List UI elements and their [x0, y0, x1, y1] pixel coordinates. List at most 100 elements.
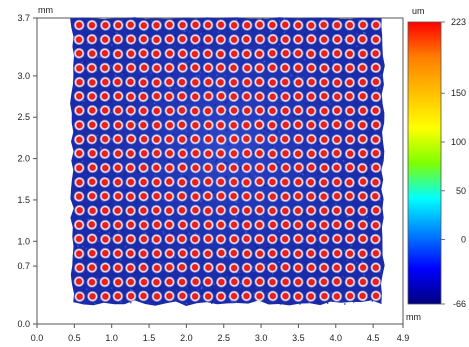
bump-core: [115, 79, 120, 85]
surface-noise: [226, 276, 228, 278]
surface-noise: [367, 117, 369, 119]
surface-noise: [360, 74, 363, 76]
bump-core: [128, 22, 133, 27]
surface-noise: [317, 258, 319, 260]
bump-core: [77, 165, 82, 171]
bump-core: [103, 80, 108, 85]
bump-core: [244, 236, 249, 241]
bump-core: [205, 165, 210, 170]
bump-core: [115, 236, 120, 241]
surface-noise: [237, 143, 239, 145]
bump-core: [90, 179, 95, 184]
bump-core: [295, 208, 301, 213]
bump-core: [308, 51, 314, 57]
bump-core: [270, 151, 275, 156]
surface-noise: [126, 104, 128, 106]
surface-noise: [137, 226, 140, 229]
surface-noise: [116, 132, 118, 134]
surface-noise: [228, 143, 230, 145]
bump-core: [270, 251, 275, 256]
surface-noise: [290, 97, 293, 99]
surface-noise: [103, 18, 106, 21]
surface-noise: [266, 93, 268, 95]
surface-noise: [184, 175, 186, 177]
bump-core: [141, 80, 146, 85]
bump-core: [309, 65, 314, 71]
bump-core: [128, 108, 133, 113]
bump-core: [373, 108, 378, 113]
surface-noise: [279, 34, 281, 36]
bump-core: [347, 23, 352, 28]
bump-core: [219, 165, 224, 170]
bump-core: [257, 222, 262, 227]
surface-noise: [278, 230, 280, 232]
bump-core: [296, 108, 301, 113]
surface-noise: [315, 188, 318, 190]
bump-core: [373, 22, 379, 28]
surface-noise: [83, 303, 85, 305]
bump-core: [102, 180, 107, 185]
bump-core: [193, 208, 198, 213]
bump-core: [192, 222, 198, 227]
surface-noise: [133, 288, 135, 290]
surface-noise: [264, 263, 266, 265]
surface-noise: [73, 270, 76, 272]
bump-core: [128, 194, 133, 199]
y-tick-label: 2.0: [17, 154, 30, 164]
surface-noise: [252, 29, 254, 31]
bump-core: [309, 194, 314, 199]
surface-noise: [82, 245, 84, 248]
bump-core: [89, 280, 95, 285]
surface-noise: [303, 77, 305, 79]
surface-noise: [165, 190, 167, 193]
bump-core: [283, 237, 288, 242]
bump-core: [167, 293, 172, 299]
surface-noise: [265, 109, 268, 111]
bump-core: [90, 251, 95, 256]
surface-noise: [259, 118, 261, 120]
surface-noise: [146, 47, 148, 49]
bump-core: [270, 236, 275, 242]
surface-noise: [283, 18, 285, 20]
surface-noise: [174, 35, 176, 37]
bump-core: [77, 123, 82, 128]
surface-noise: [337, 272, 339, 274]
surface-noise: [168, 274, 171, 277]
surface-noise: [173, 232, 176, 234]
surface-noise: [211, 285, 213, 288]
surface-noise: [203, 200, 206, 202]
surface-noise: [224, 146, 226, 149]
bump-core: [116, 194, 121, 199]
surface-noise: [303, 270, 305, 272]
surface-noise: [277, 96, 280, 99]
surface-noise: [223, 217, 225, 219]
bump-core: [244, 293, 249, 299]
surface-noise: [304, 34, 306, 36]
bump-core: [232, 23, 237, 28]
bump-core: [167, 37, 172, 42]
bump-core: [360, 123, 365, 128]
surface-noise: [81, 61, 83, 63]
surface-noise: [121, 74, 123, 76]
bump-core: [167, 265, 172, 270]
bump-core: [308, 237, 314, 242]
surface-noise: [301, 46, 304, 48]
bump-core: [102, 65, 107, 71]
bump-core: [283, 137, 288, 142]
bump-core: [257, 136, 262, 142]
surface-noise: [182, 145, 184, 148]
bump-core: [283, 194, 288, 199]
surface-noise: [169, 161, 172, 163]
x-tick-label: 2.5: [217, 333, 230, 343]
bump-core: [334, 165, 339, 170]
bump-core: [154, 194, 159, 199]
surface-noise: [235, 58, 238, 61]
bump-core: [89, 23, 95, 28]
bump-core: [90, 208, 95, 213]
surface-noise: [263, 45, 266, 48]
bump-core: [244, 208, 250, 213]
surface-noise: [329, 103, 331, 105]
bump-core: [347, 222, 352, 227]
surface-noise: [99, 147, 102, 149]
surface-noise: [254, 245, 257, 247]
